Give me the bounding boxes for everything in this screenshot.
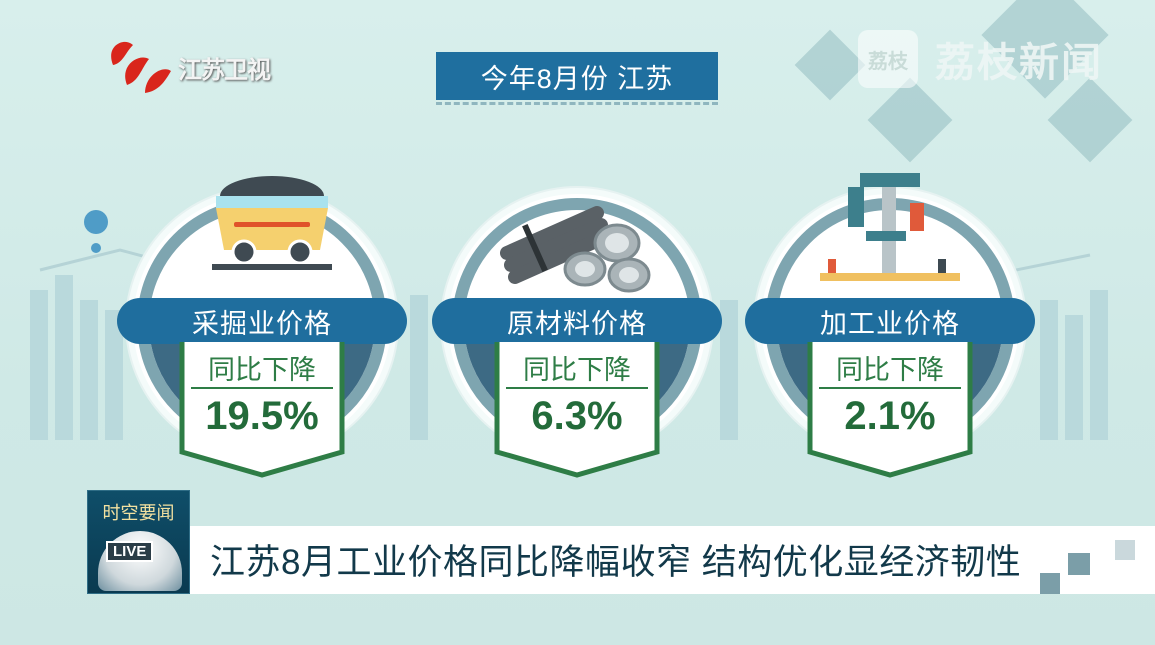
program-name: 时空要闻 [102,503,175,523]
card-mining: 采掘业价格 同比下降 19.5% [117,176,407,478]
coal-cart-icon [212,176,332,270]
card-title: 采掘业价格 [117,298,407,344]
card-title: 原材料价格 [432,298,722,344]
change-value: 2.1% [844,394,936,438]
value-badge: 同比下降 6.3% [494,342,660,478]
card-raw-materials: 原材料价格 同比下降 6.3% [432,178,722,478]
page-title: 今年8月份 江苏 [436,52,718,100]
drill-press-icon [820,173,960,281]
change-label: 同比下降 [836,355,944,385]
channel-logo-text: 江苏卫视 [178,57,271,84]
live-label: LIVE [106,541,154,562]
program-badge: 时空要闻 LIVE [87,490,190,594]
change-label: 同比下降 [208,355,316,385]
card-title: 加工业价格 [745,298,1035,344]
change-label: 同比下降 [523,355,631,385]
value-badge: 同比下降 19.5% [179,342,345,478]
change-value: 6.3% [531,394,623,438]
steel-pipes-icon [500,206,651,293]
news-ticker-bar [87,526,1155,594]
channel-logo-icon [111,41,171,93]
background-bar-chart [30,275,1108,440]
decor-square [1068,553,1090,575]
headline: 江苏8月工业价格同比降幅收窄 结构优化显经济韧性 [210,543,1022,582]
watermark-text: 荔枝新闻 [935,41,1103,85]
decor-square [1115,540,1135,560]
background-trend-line [39,210,1091,300]
decor-square [1040,573,1060,594]
title-divider [436,102,718,105]
lizhi-logo-icon: 荔枝 [858,30,918,88]
value-badge: 同比下降 2.1% [807,342,973,478]
change-value: 19.5% [205,394,319,438]
card-processing: 加工业价格 同比下降 2.1% [745,173,1035,478]
